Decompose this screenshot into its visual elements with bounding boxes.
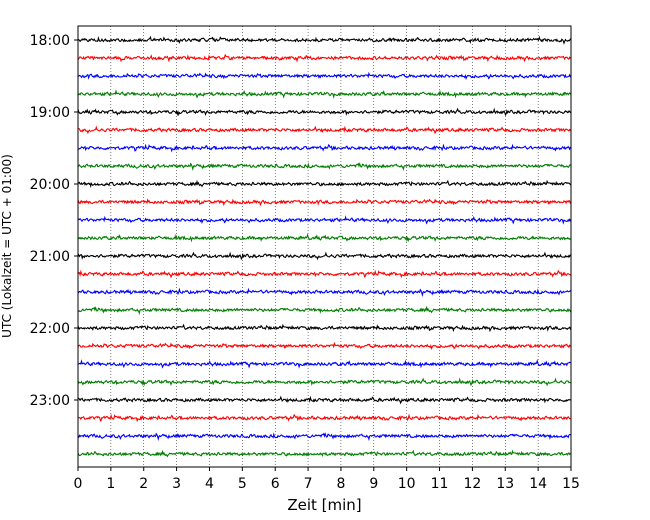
y-tick-label: 21:00 <box>30 249 70 265</box>
trace-1930 <box>77 143 572 153</box>
trace-1945 <box>77 162 572 172</box>
trace-2145 <box>77 305 572 316</box>
trace-1800 <box>77 35 572 45</box>
x-tick-label: 15 <box>562 476 580 492</box>
trace-2115 <box>77 269 572 279</box>
y-tick-label: 19:00 <box>30 105 70 121</box>
x-tick-label: 3 <box>172 476 181 492</box>
trace-1915 <box>77 125 572 135</box>
x-axis-ticks: 0 1 2 3 4 5 6 7 8 9 10 11 12 13 14 15 <box>74 467 580 492</box>
trace-2315 <box>77 413 572 423</box>
y-axis-label: UTC (Lokalzeit = UTC + 01:00) <box>0 154 14 338</box>
x-tick-label: 8 <box>336 476 345 492</box>
x-axis-label: Zeit [min] <box>287 496 361 514</box>
trace-2330 <box>77 432 572 442</box>
x-tick-label: 2 <box>139 476 148 492</box>
trace-2230 <box>77 359 572 369</box>
y-tick-label: 23:00 <box>30 393 70 409</box>
y-tick-label: 18:00 <box>30 33 70 49</box>
x-tick-label: 10 <box>398 476 416 492</box>
trace-2300 <box>77 395 572 405</box>
plot-frame <box>77 25 572 468</box>
trace-2100 <box>77 251 572 261</box>
trace-1830 <box>77 71 572 81</box>
x-tick-label: 14 <box>529 476 547 492</box>
x-tick-label: 12 <box>463 476 481 492</box>
x-tick-label: 11 <box>431 476 449 492</box>
trace-2200 <box>77 323 572 333</box>
trace-2130 <box>77 287 572 297</box>
x-tick-label: 4 <box>205 476 214 492</box>
y-axis-ticks: 18:00 19:00 20:00 21:00 22:00 23:00 <box>30 33 78 409</box>
x-tick-label: 7 <box>304 476 313 492</box>
x-tick-label: 13 <box>496 476 514 492</box>
trace-2045 <box>77 233 572 243</box>
x-tick-label: 5 <box>238 476 247 492</box>
x-tick-label: 6 <box>271 476 280 492</box>
trace-2000 <box>77 179 572 188</box>
x-tick-label: 9 <box>369 476 378 492</box>
y-tick-label: 20:00 <box>30 177 70 193</box>
trace-1815 <box>77 53 572 63</box>
trace-2015 <box>77 198 572 207</box>
trace-2215 <box>77 341 572 350</box>
trace-lines <box>77 35 572 458</box>
trace-2245 <box>77 377 572 387</box>
x-tick-label: 0 <box>74 476 83 492</box>
trace-1845 <box>77 89 572 99</box>
trace-2345 <box>77 449 572 458</box>
trace-1900 <box>77 107 572 117</box>
x-tick-label: 1 <box>106 476 115 492</box>
trace-2030 <box>77 215 572 225</box>
y-tick-label: 22:00 <box>30 321 70 337</box>
